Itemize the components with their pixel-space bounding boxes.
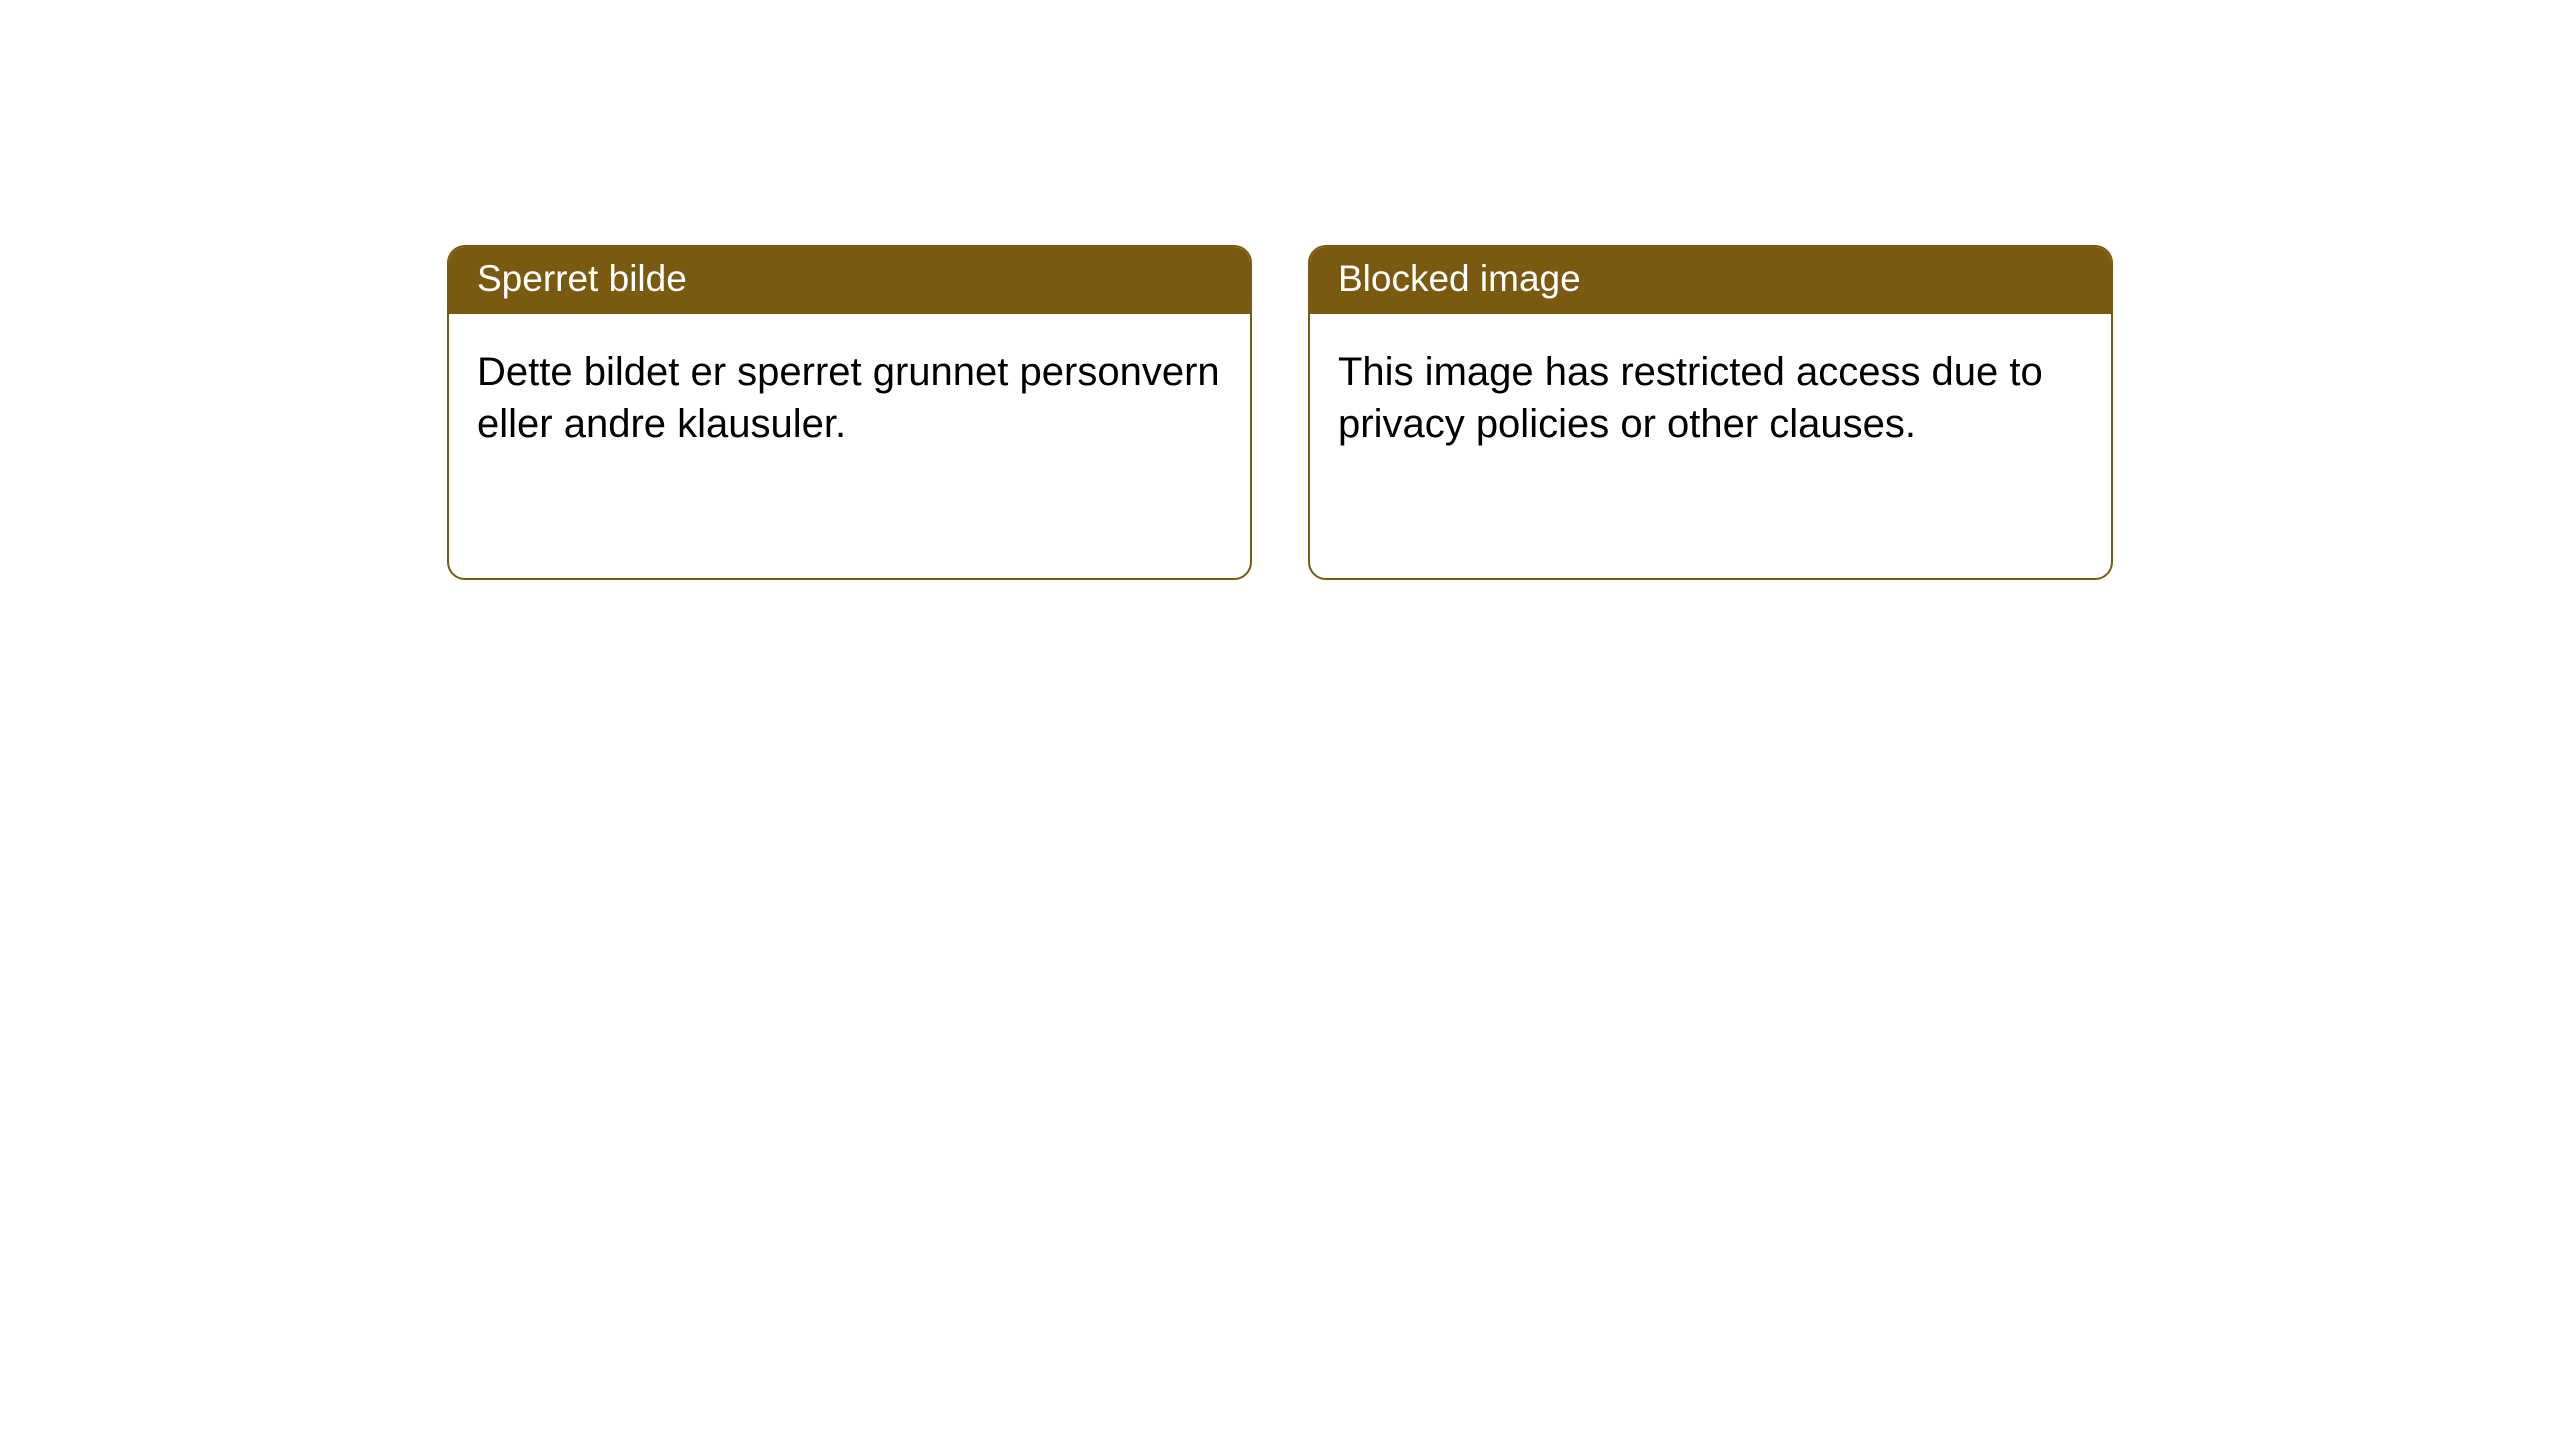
notice-card-header: Blocked image — [1310, 247, 2111, 314]
notice-card-body: This image has restricted access due to … — [1310, 314, 2111, 482]
notice-card-body: Dette bildet er sperret grunnet personve… — [449, 314, 1250, 482]
notice-cards-container: Sperret bilde Dette bildet er sperret gr… — [447, 245, 2113, 580]
notice-card-english: Blocked image This image has restricted … — [1308, 245, 2113, 580]
notice-card-header: Sperret bilde — [449, 247, 1250, 314]
notice-card-norwegian: Sperret bilde Dette bildet er sperret gr… — [447, 245, 1252, 580]
